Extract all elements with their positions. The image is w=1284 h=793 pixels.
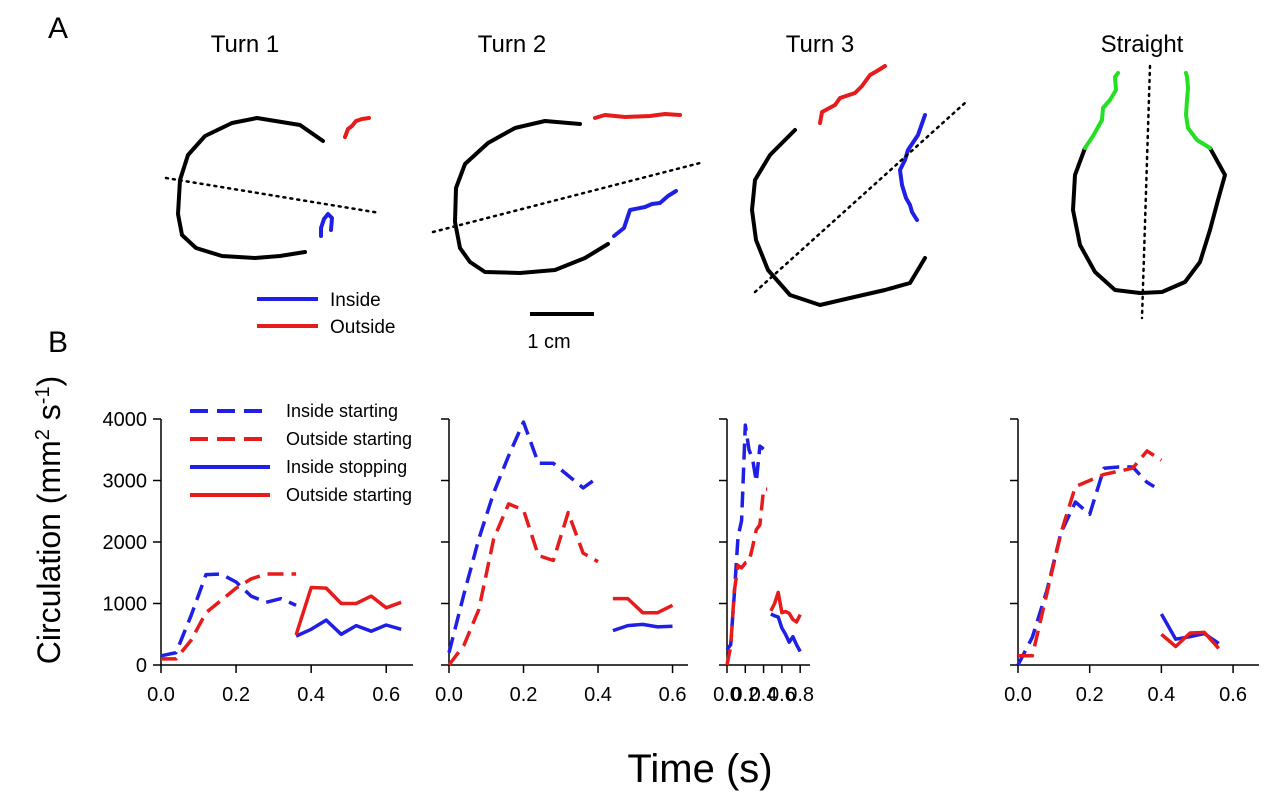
x-tick-label: 0.8 [786, 684, 814, 706]
y-tick-label: 2000 [103, 532, 148, 554]
outline-straight [1071, 64, 1227, 320]
scale-bar: 1 cm [527, 312, 594, 353]
outside-trace [593, 112, 682, 120]
legend-label-inside-starting: Inside starting [286, 401, 398, 421]
y-tick-label: 0 [136, 655, 147, 677]
chart-panel-4: 0.0 0.2 0.4 0.6 [1004, 418, 1259, 706]
chart-panel-2: 0.0 0.2 0.4 0.6 [435, 418, 688, 706]
outline-title-straight: Straight [1101, 31, 1184, 58]
legend-label-outside: Outside [330, 317, 395, 338]
series-line-solid [294, 585, 402, 636]
x-tick-label: 0.4 [297, 684, 325, 706]
inside-trace [898, 113, 927, 222]
outline-title-turn-2: Turn 2 [478, 31, 546, 58]
series-line-dashed [161, 572, 297, 661]
series-line-solid [770, 612, 802, 653]
series-line-dashed [160, 572, 297, 658]
x-tick-label: 0.4 [584, 684, 612, 706]
series-line-dashed [725, 487, 768, 666]
body-outline [176, 116, 325, 260]
panel-label-b: B [48, 326, 68, 359]
legend-label-inside-stopping: Inside stopping [286, 457, 407, 477]
series-line-solid [295, 618, 402, 638]
x-tick-label: 0.0 [147, 684, 175, 706]
outline-legend: Inside Outside [257, 290, 395, 338]
outside-trace [818, 64, 887, 125]
axis-line [431, 161, 702, 234]
body-outline [453, 119, 610, 275]
x-tick-label: 0.4 [750, 684, 778, 706]
series-line-dashed [1018, 449, 1163, 658]
x-tick-label: 0.2 [510, 684, 538, 706]
body-outline [1071, 146, 1227, 295]
legend-label-outside-starting: Outside starting [286, 429, 412, 449]
chart-panel-1: 0 1000 2000 3000 4000 0.0 0.2 0.4 0.6 [103, 409, 413, 706]
outline-turn-1 [164, 116, 382, 260]
series-line-solid [1160, 630, 1221, 650]
x-tick-label: 0.2 [1076, 684, 1104, 706]
y-axis-label: Circulation (mm2 s-1) [31, 376, 67, 665]
x-tick-label: 0.6 [659, 684, 687, 706]
x-tick-label: 0.6 [372, 684, 400, 706]
x-tick-label: 0.4 [1147, 684, 1175, 706]
x-tick-label: 0.0 [713, 684, 741, 706]
axis-line [753, 100, 968, 294]
left-trace [1083, 71, 1120, 150]
series-line-solid [769, 590, 802, 624]
outline-turn-3 [750, 64, 968, 307]
outline-title-turn-1: Turn 1 [211, 31, 279, 58]
series-line-solid [612, 622, 673, 633]
x-tick-label: 0.0 [435, 684, 463, 706]
body-outline [750, 128, 927, 307]
x-axis-label: Time (s) [627, 747, 772, 791]
panel-label-a: A [48, 12, 68, 45]
x-tick-label: 0.2 [222, 684, 250, 706]
series-line-solid [612, 596, 674, 615]
right-trace [1184, 71, 1212, 150]
legend-label-inside: Inside [330, 290, 381, 311]
series-line-dashed [447, 420, 600, 654]
x-tick-label: 0.6 [1219, 684, 1247, 706]
x-tick-label: 0.6 [768, 684, 796, 706]
outside-trace [343, 116, 371, 139]
y-tick-label: 3000 [103, 471, 148, 493]
legend-label-outside-starting-solid: Outside starting [286, 485, 412, 505]
chart-legend: Inside starting Outside starting Inside … [190, 401, 412, 505]
scale-bar-label: 1 cm [527, 331, 570, 353]
x-tick-label: 0.2 [731, 684, 759, 706]
x-tick-label: 0.0 [1004, 684, 1032, 706]
y-tick-label: 1000 [103, 594, 148, 616]
outline-title-turn-3: Turn 3 [786, 31, 854, 58]
chart-panel-3: 0.00.20.40.60.8 [713, 418, 814, 706]
series-line-dashed [447, 502, 599, 667]
axis-line [1140, 64, 1152, 320]
inside-trace [319, 212, 334, 238]
outline-turn-2 [431, 112, 702, 275]
y-tick-label: 4000 [103, 409, 148, 431]
inside-trace [612, 189, 678, 238]
axis-line [164, 176, 382, 215]
series-line-dashed [1016, 465, 1156, 666]
